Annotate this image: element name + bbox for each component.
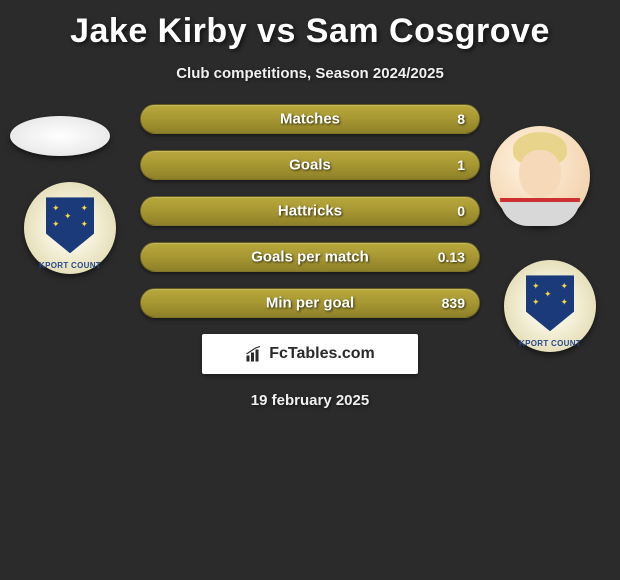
stat-value-right: 1 [457, 157, 465, 173]
stat-value-right: 839 [442, 295, 465, 311]
stat-value-right: 8 [457, 111, 465, 127]
stat-row: Hattricks 0 [140, 196, 480, 226]
stat-row: Min per goal 839 [140, 288, 480, 318]
stat-row: Goals per match 0.13 [140, 242, 480, 272]
stat-label: Goals [289, 157, 331, 174]
stat-value-right: 0 [457, 203, 465, 219]
subtitle: Club competitions, Season 2024/2025 [0, 65, 620, 82]
stat-row: Goals 1 [140, 150, 480, 180]
page-title: Jake Kirby vs Sam Cosgrove [0, 0, 620, 51]
stat-label: Matches [280, 111, 340, 128]
stat-label: Hattricks [278, 203, 342, 220]
stat-row: Matches 8 [140, 104, 480, 134]
watermark-text: FcTables.com [269, 345, 375, 363]
crest-right-text: KPORT COUNT [519, 339, 581, 348]
stat-label: Min per goal [266, 295, 354, 312]
stat-value-right: 0.13 [438, 249, 465, 265]
stat-label: Goals per match [251, 249, 369, 266]
date-label: 19 february 2025 [0, 392, 620, 409]
watermark-badge: FcTables.com [202, 334, 418, 374]
stats-area: Matches 8 Goals 1 Hattricks 0 Goals per match 0… [0, 104, 620, 318]
bars-icon [245, 345, 263, 363]
